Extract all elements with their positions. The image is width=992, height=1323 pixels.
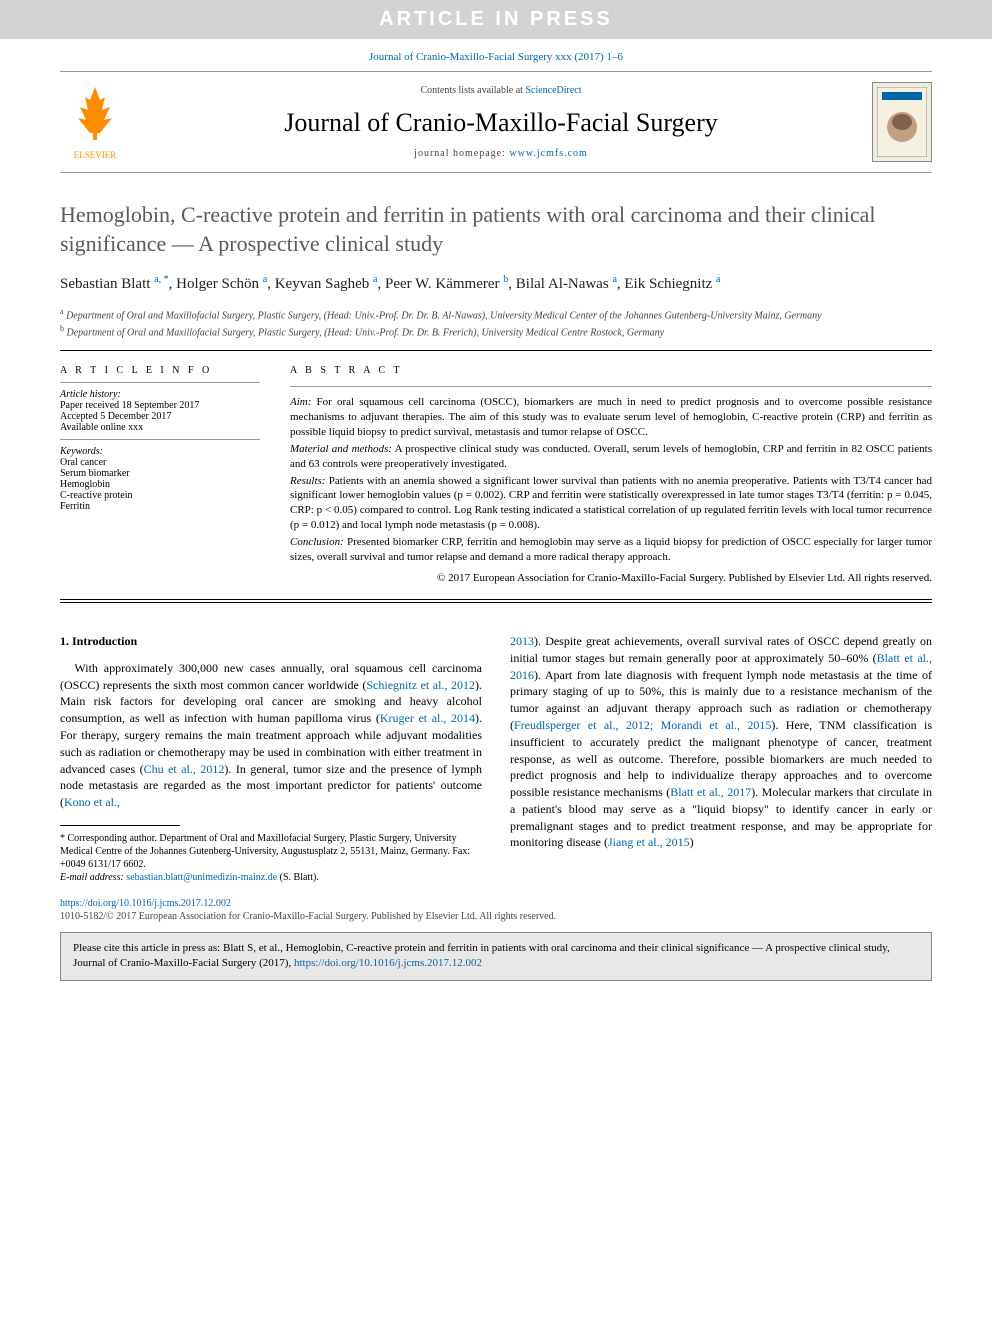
- journal-header: ELSEVIER Contents lists available at Sci…: [60, 71, 932, 173]
- footnote-separator: [60, 825, 180, 826]
- email-label: E-mail address:: [60, 872, 124, 883]
- abstract-section: Material and methods: A prospective clin…: [290, 442, 932, 472]
- separator: [60, 599, 932, 600]
- text: ): [690, 835, 694, 849]
- author: Holger Schön a: [176, 276, 267, 292]
- intro-paragraph: With approximately 300,000 new cases ann…: [60, 660, 482, 811]
- ref-link[interactable]: Schiegnitz et al., 2012: [366, 678, 475, 692]
- separator: [60, 602, 932, 603]
- email-suffix: (S. Blatt).: [280, 872, 319, 883]
- affiliation: a Department of Oral and Maxillofacial S…: [60, 306, 932, 323]
- keyword: Oral cancer: [60, 457, 260, 468]
- abstract-section: Results: Patients with an anemia showed …: [290, 474, 932, 533]
- article-title: Hemoglobin, C-reactive protein and ferri…: [60, 201, 932, 258]
- history-item: Available online xxx: [60, 422, 260, 433]
- elsevier-text: ELSEVIER: [74, 150, 117, 160]
- abstract-section: Conclusion: Presented biomarker CRP, fer…: [290, 535, 932, 565]
- author: Peer W. Kämmerer b: [385, 276, 508, 292]
- body-right-column: 2013). Despite great achievements, overa…: [510, 633, 932, 884]
- ref-link[interactable]: Chu et al., 2012: [144, 762, 225, 776]
- homepage-link[interactable]: www.jcmfs.com: [509, 148, 587, 159]
- keyword: Ferritin: [60, 501, 260, 512]
- doi-link[interactable]: https://doi.org/10.1016/j.jcms.2017.12.0…: [60, 898, 932, 909]
- affiliation: b Department of Oral and Maxillofacial S…: [60, 323, 932, 340]
- corresponding-author-footnote: * Corresponding author. Department of Or…: [60, 832, 482, 884]
- history-item: Accepted 5 December 2017: [60, 411, 260, 422]
- article-info-column: A R T I C L E I N F O Article history: P…: [60, 365, 260, 585]
- contents-prefix: Contents lists available at: [420, 85, 525, 96]
- homepage-prefix: journal homepage:: [414, 148, 509, 159]
- author: Keyvan Sagheb a: [275, 276, 378, 292]
- history-item: Paper received 18 September 2017: [60, 400, 260, 411]
- email-link[interactable]: sebastian.blatt@unimedizin-mainz.de: [126, 872, 277, 883]
- cite-doi-link[interactable]: https://doi.org/10.1016/j.jcms.2017.12.0…: [294, 957, 482, 969]
- keyword: Serum biomarker: [60, 468, 260, 479]
- article-in-press-banner: ARTICLE IN PRESS: [0, 0, 992, 39]
- cite-this-article-box: Please cite this article in press as: Bl…: [60, 932, 932, 981]
- abstract-section: Aim: For oral squamous cell carcinoma (O…: [290, 395, 932, 440]
- ref-link[interactable]: Kono et al.,: [64, 795, 120, 809]
- corresponding-text: Corresponding author. Department of Oral…: [60, 833, 470, 870]
- affiliations: a Department of Oral and Maxillofacial S…: [60, 306, 932, 341]
- author: Bilal Al-Nawas a: [516, 276, 617, 292]
- authors-list: Sebastian Blatt a, *, Holger Schön a, Ke…: [60, 272, 932, 296]
- abstract-header: A B S T R A C T: [290, 365, 932, 376]
- homepage-line: journal homepage: www.jcmfs.com: [130, 148, 872, 159]
- star: *: [60, 833, 65, 844]
- sciencedirect-link[interactable]: ScienceDirect: [525, 85, 581, 96]
- citation-line: Journal of Cranio-Maxillo-Facial Surgery…: [60, 39, 932, 71]
- text: ). Despite great achievements, overall s…: [510, 634, 932, 665]
- article-info-header: A R T I C L E I N F O: [60, 365, 260, 376]
- keyword: C-reactive protein: [60, 490, 260, 501]
- abstract-column: A B S T R A C T Aim: For oral squamous c…: [290, 365, 932, 585]
- journal-cover-thumb: [872, 82, 932, 162]
- contents-line: Contents lists available at ScienceDirec…: [130, 85, 872, 96]
- ref-link[interactable]: Freudlsperger et al., 2012; Morandi et a…: [514, 718, 771, 732]
- author: Sebastian Blatt a, *: [60, 276, 169, 292]
- elsevier-tree-icon: [70, 85, 120, 150]
- ref-link[interactable]: Jiang et al., 2015: [608, 835, 690, 849]
- intro-heading: 1. Introduction: [60, 633, 482, 650]
- author: Eik Schiegnitz a: [624, 276, 720, 292]
- ref-link[interactable]: Kruger et al., 2014: [380, 711, 475, 725]
- keyword: Hemoglobin: [60, 479, 260, 490]
- journal-title: Journal of Cranio-Maxillo-Facial Surgery: [130, 108, 872, 138]
- history-header: Article history:: [60, 389, 260, 400]
- abstract-copyright: © 2017 European Association for Cranio-M…: [290, 571, 932, 585]
- keywords-header: Keywords:: [60, 446, 260, 457]
- body-left-column: 1. Introduction With approximately 300,0…: [60, 633, 482, 884]
- intro-paragraph-cont: 2013). Despite great achievements, overa…: [510, 633, 932, 851]
- ref-link[interactable]: 2013: [510, 634, 534, 648]
- separator: [60, 350, 932, 351]
- ref-link[interactable]: Blatt et al., 2017: [670, 785, 751, 799]
- issn-copyright: 1010-5182/© 2017 European Association fo…: [60, 911, 932, 922]
- elsevier-logo: ELSEVIER: [60, 82, 130, 162]
